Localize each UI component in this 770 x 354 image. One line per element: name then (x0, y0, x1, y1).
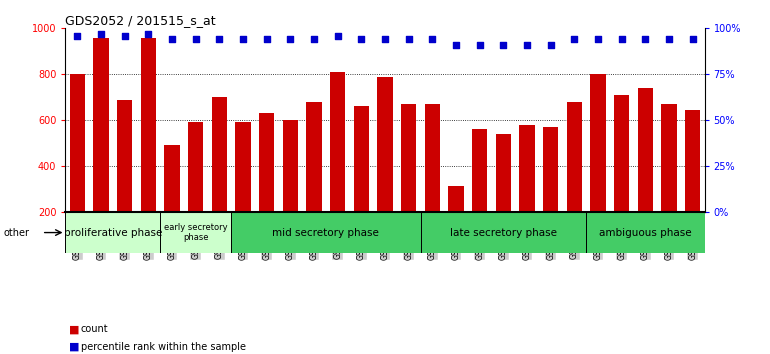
Bar (259, 113, 274, 212)
Bar (685, 110, 701, 212)
Point (663, 36, 675, 42)
Bar (117, 99, 132, 212)
Bar (164, 145, 179, 212)
Text: GDS2052 / 201515_s_at: GDS2052 / 201515_s_at (65, 14, 216, 27)
Point (615, 36, 628, 42)
Text: percentile rank within the sample: percentile rank within the sample (81, 342, 246, 352)
Bar (353, 107, 369, 212)
Bar (661, 104, 677, 212)
Point (450, 42, 462, 48)
Point (497, 42, 510, 48)
Text: mid secretory phase: mid secretory phase (273, 228, 380, 238)
Point (119, 33, 131, 39)
Bar (306, 102, 322, 212)
Point (687, 36, 699, 42)
Text: count: count (81, 324, 109, 334)
Bar (188, 122, 203, 212)
Bar (591, 74, 606, 212)
Point (95, 31, 107, 37)
Text: ambiguous phase: ambiguous phase (599, 228, 691, 238)
Point (426, 36, 438, 42)
Point (260, 36, 273, 42)
Bar (448, 185, 464, 212)
Bar (141, 38, 156, 212)
Bar (543, 127, 558, 212)
Bar (420, 212, 586, 253)
Text: ■: ■ (69, 342, 80, 352)
Bar (519, 125, 534, 212)
Text: ■: ■ (69, 324, 80, 334)
Bar (212, 97, 227, 212)
Bar (231, 212, 420, 253)
Point (355, 36, 367, 42)
Point (213, 36, 226, 42)
Bar (330, 72, 346, 212)
Point (142, 31, 155, 37)
Bar (160, 212, 231, 253)
Bar (638, 88, 653, 212)
Bar (69, 74, 85, 212)
Bar (401, 104, 417, 212)
Bar (236, 122, 251, 212)
Text: late secretory phase: late secretory phase (450, 228, 557, 238)
Text: other: other (4, 228, 30, 238)
Bar (424, 104, 440, 212)
Point (544, 42, 557, 48)
Bar (586, 212, 705, 253)
Point (521, 42, 533, 48)
Point (284, 36, 296, 42)
Bar (472, 129, 487, 212)
Point (568, 36, 581, 42)
Point (639, 36, 651, 42)
Point (474, 42, 486, 48)
Bar (377, 76, 393, 212)
Point (403, 36, 415, 42)
Point (379, 36, 391, 42)
Point (592, 36, 604, 42)
Point (237, 36, 249, 42)
Point (166, 36, 178, 42)
Point (189, 36, 202, 42)
Bar (614, 95, 629, 212)
Text: early secretory
phase: early secretory phase (164, 223, 227, 242)
Bar (567, 102, 582, 212)
Point (308, 36, 320, 42)
Text: proliferative phase: proliferative phase (64, 228, 162, 238)
Point (71, 33, 83, 39)
Point (332, 33, 344, 39)
Bar (93, 38, 109, 212)
Bar (65, 212, 160, 253)
Bar (496, 134, 511, 212)
Bar (283, 120, 298, 212)
